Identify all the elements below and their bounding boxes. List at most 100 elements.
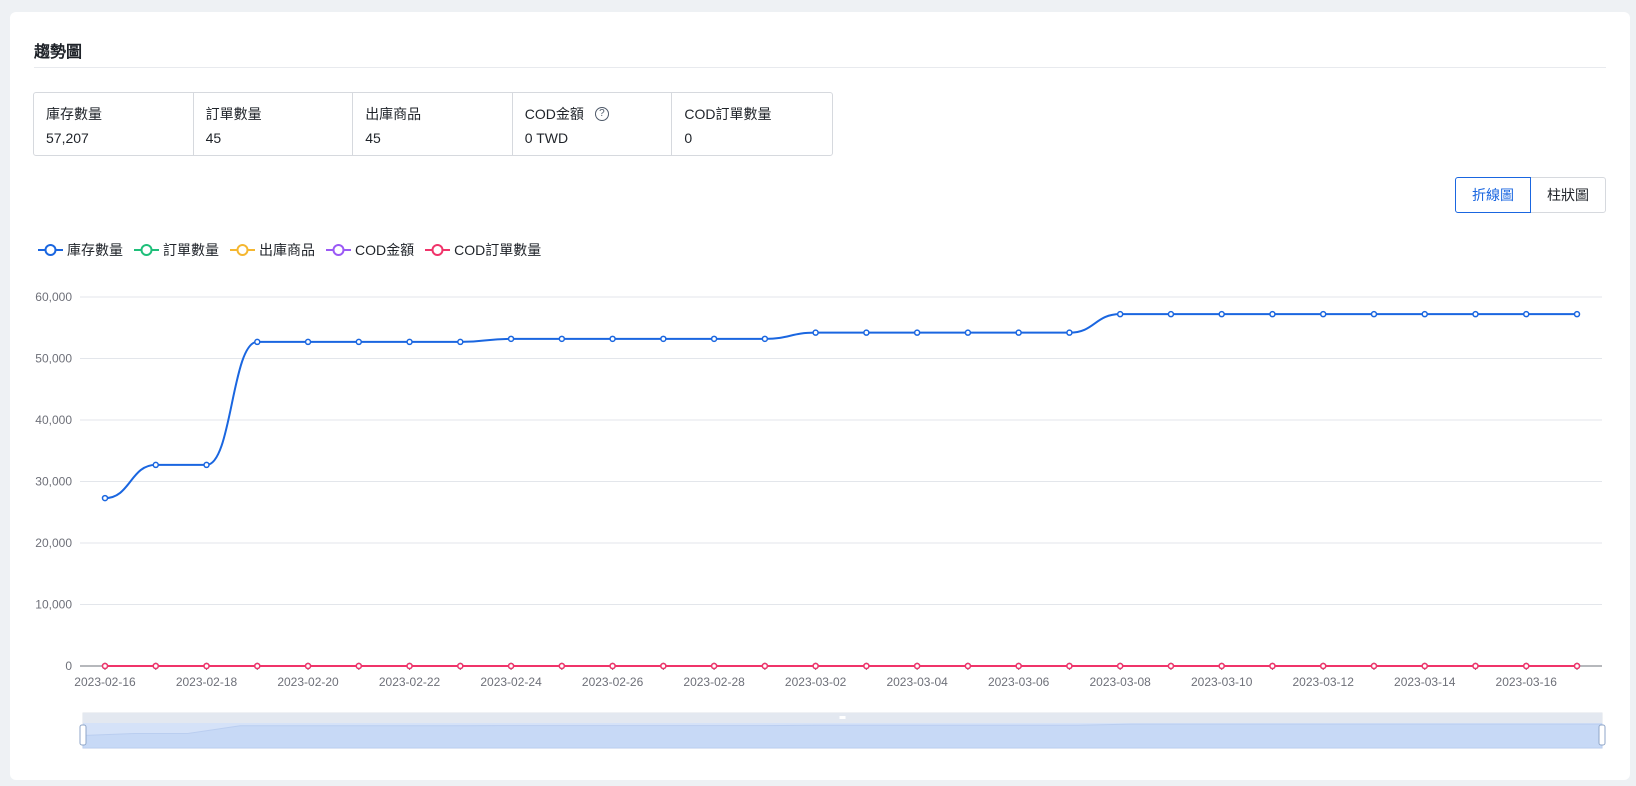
line-chart-button[interactable]: 折線圖 xyxy=(1455,177,1531,213)
legend-item[interactable]: 出庫商品 xyxy=(230,240,315,260)
stats-summary: 庫存數量 57,207 訂單數量 45 出庫商品 45 COD金額 ? 0 TW… xyxy=(33,92,833,156)
data-point[interactable] xyxy=(1573,662,1581,670)
stat-label: 出庫商品 xyxy=(365,106,422,122)
y-tick-label: 0 xyxy=(65,659,72,673)
data-point[interactable] xyxy=(507,335,515,343)
data-point[interactable] xyxy=(1218,310,1225,318)
x-tick-label: 2023-02-22 xyxy=(379,675,441,689)
data-point[interactable] xyxy=(761,335,769,343)
legend-item[interactable]: COD金額 xyxy=(326,240,414,260)
data-point[interactable] xyxy=(1218,662,1225,670)
legend-label: 訂單數量 xyxy=(163,242,219,258)
legend-marker xyxy=(236,244,249,256)
data-point[interactable] xyxy=(1522,310,1530,318)
data-point[interactable] xyxy=(1015,329,1022,336)
data-point[interactable] xyxy=(1319,662,1327,670)
data-point[interactable] xyxy=(355,338,363,346)
data-zoom-right-handle[interactable] xyxy=(1598,724,1606,746)
data-point[interactable] xyxy=(1269,310,1276,318)
data-point[interactable] xyxy=(507,662,515,670)
question-circle-icon[interactable]: ? xyxy=(594,107,609,121)
data-point[interactable] xyxy=(1319,310,1327,318)
data-point[interactable] xyxy=(254,338,261,346)
data-point[interactable] xyxy=(304,662,312,670)
data-point[interactable] xyxy=(1573,310,1581,318)
legend-item[interactable]: 訂單數量 xyxy=(134,240,219,260)
data-point[interactable] xyxy=(863,329,870,336)
data-point[interactable] xyxy=(457,662,464,670)
data-point[interactable] xyxy=(558,335,566,343)
legend-swatch xyxy=(134,244,159,256)
data-point[interactable] xyxy=(1472,662,1479,670)
data-point[interactable] xyxy=(406,662,413,670)
data-point[interactable] xyxy=(710,335,718,343)
data-point[interactable] xyxy=(710,662,718,670)
x-tick-label: 2023-03-08 xyxy=(1089,675,1151,689)
y-tick-label: 10,000 xyxy=(35,598,72,612)
data-point[interactable] xyxy=(1421,310,1428,318)
data-point[interactable] xyxy=(1066,662,1073,670)
data-zoom-drag-grip[interactable] xyxy=(839,716,846,719)
legend-marker xyxy=(332,244,345,256)
data-point[interactable] xyxy=(609,335,616,343)
x-tick-label: 2023-03-14 xyxy=(1394,675,1456,689)
stat-label: COD金額 xyxy=(524,106,584,122)
data-point[interactable] xyxy=(101,662,109,670)
data-point[interactable] xyxy=(863,662,870,670)
data-point[interactable] xyxy=(1015,662,1022,670)
data-point[interactable] xyxy=(964,662,972,670)
legend-swatch xyxy=(230,244,255,256)
stat-value: 45 xyxy=(365,130,381,146)
data-point[interactable] xyxy=(558,662,566,670)
legend-label: 出庫商品 xyxy=(259,242,315,258)
stat-value: 45 xyxy=(205,130,222,146)
stat-orders: 訂單數量 45 xyxy=(194,93,354,155)
data-point[interactable] xyxy=(457,338,464,346)
data-point[interactable] xyxy=(660,335,667,343)
x-tick-label: 2023-03-10 xyxy=(1191,675,1253,689)
data-point[interactable] xyxy=(1370,310,1378,318)
data-point[interactable] xyxy=(1522,662,1530,670)
data-point[interactable] xyxy=(913,329,921,336)
x-tick-label: 2023-02-24 xyxy=(480,675,542,689)
data-point[interactable] xyxy=(1167,662,1175,670)
data-point[interactable] xyxy=(761,662,769,670)
data-point[interactable] xyxy=(1116,310,1124,318)
data-point[interactable] xyxy=(1116,662,1124,670)
data-point[interactable] xyxy=(152,461,160,469)
data-point[interactable] xyxy=(203,461,210,469)
data-zoom-selection[interactable] xyxy=(83,723,1602,748)
data-point[interactable] xyxy=(964,329,972,336)
data-point[interactable] xyxy=(152,662,160,670)
data-point[interactable] xyxy=(1472,310,1479,318)
data-point[interactable] xyxy=(913,662,921,670)
data-point[interactable] xyxy=(304,338,312,346)
legend-item[interactable]: COD訂單數量 xyxy=(425,240,541,260)
stat-cod-amount: COD金額 ? 0 TWD xyxy=(513,93,673,155)
data-point[interactable] xyxy=(812,662,819,670)
data-point[interactable] xyxy=(609,662,616,670)
legend-swatch xyxy=(326,244,351,256)
data-point[interactable] xyxy=(1370,662,1378,670)
stat-value: 0 TWD xyxy=(524,130,569,146)
data-point[interactable] xyxy=(355,662,363,670)
y-tick-label: 50,000 xyxy=(35,352,72,366)
data-point[interactable] xyxy=(1269,662,1276,670)
trend-panel: 趨勢圖 庫存數量 57,207 訂單數量 45 出庫商品 45 COD金額 ? … xyxy=(10,12,1630,780)
data-point[interactable] xyxy=(406,338,413,346)
data-point[interactable] xyxy=(1421,662,1428,670)
data-point[interactable] xyxy=(1167,310,1175,318)
data-point[interactable] xyxy=(203,662,210,670)
bar-chart-button[interactable]: 柱狀圖 xyxy=(1530,177,1606,213)
x-tick-label: 2023-02-28 xyxy=(683,675,745,689)
x-tick-label: 2023-02-26 xyxy=(582,675,644,689)
chart-type-toggle: 折線圖 柱狀圖 xyxy=(1455,177,1606,213)
data-point[interactable] xyxy=(254,662,261,670)
data-point[interactable] xyxy=(812,329,819,336)
data-point[interactable] xyxy=(660,662,667,670)
data-point[interactable] xyxy=(101,494,109,502)
legend-item[interactable]: 庫存數量 xyxy=(38,240,123,260)
data-point[interactable] xyxy=(1066,329,1073,336)
stat-outbound: 出庫商品 45 xyxy=(353,93,513,155)
data-zoom-left-handle[interactable] xyxy=(79,724,87,746)
